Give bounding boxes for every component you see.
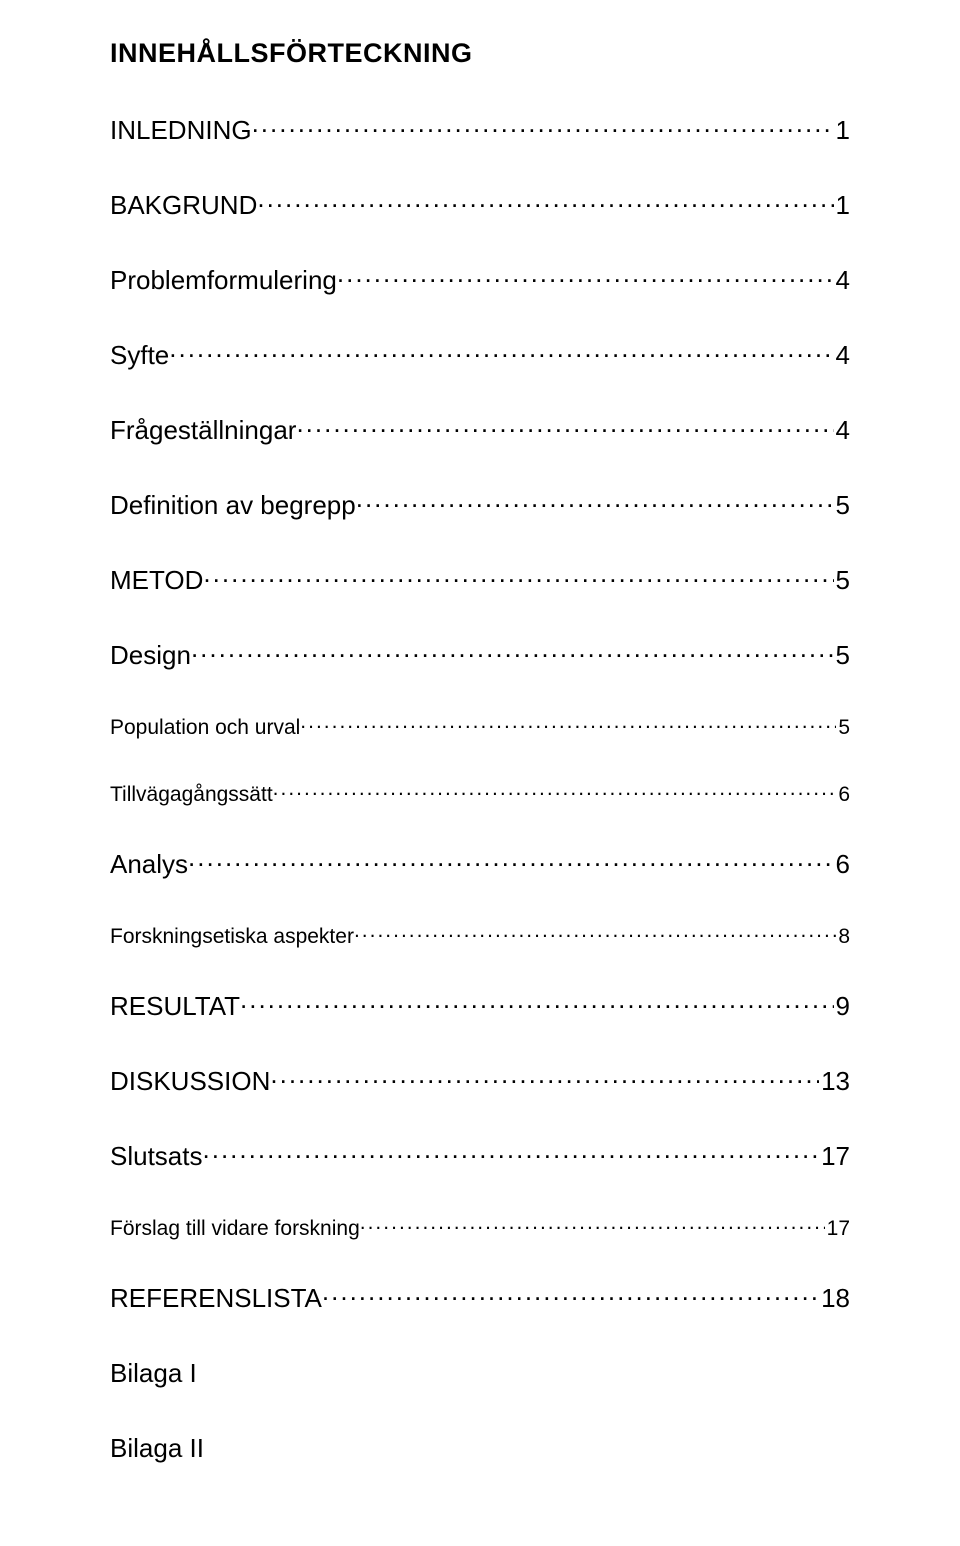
toc-leader-dots	[300, 713, 836, 734]
toc-entry-label: INLEDNING	[110, 115, 252, 146]
toc-entry-label: Förslag till vidare forskning	[110, 1217, 360, 1241]
toc-entry: METOD 5	[110, 563, 850, 596]
toc-entry: Design 5	[110, 638, 850, 671]
toc-entry-page: 5	[834, 565, 850, 596]
toc-entry: Bilaga II	[110, 1431, 850, 1464]
toc-entry-label: Bilaga I	[110, 1358, 197, 1389]
toc-leader-dots	[273, 780, 837, 801]
toc-entry-page: 17	[819, 1141, 850, 1172]
toc-entry-label: Forskningsetiska aspekter	[110, 925, 354, 949]
toc-leader-dots	[191, 638, 834, 664]
toc-entry: REFERENSLISTA 18	[110, 1281, 850, 1314]
toc-entry: Analys 6	[110, 847, 850, 880]
toc-entry: Frågeställningar 4	[110, 413, 850, 446]
toc-entry-page: 1	[834, 190, 850, 221]
toc-entry-page: 4	[834, 265, 850, 296]
toc-leader-dots	[337, 263, 834, 289]
toc-entry-label: Design	[110, 640, 191, 671]
toc-entry-label: RESULTAT	[110, 991, 240, 1022]
toc-entry-page: 4	[834, 340, 850, 371]
toc-entry: Definition av begrepp 5	[110, 488, 850, 521]
toc-entry-page: 9	[834, 991, 850, 1022]
toc-entry: Tillvägagångssätt 6	[110, 780, 850, 807]
toc-entry-label: Population och urval	[110, 716, 300, 740]
toc-leader-dots	[322, 1281, 819, 1307]
toc-entry-page: 8	[836, 925, 850, 949]
toc-leader-dots	[203, 1139, 820, 1165]
toc-entry-label: Slutsats	[110, 1141, 203, 1172]
toc-entry-page: 17	[825, 1217, 850, 1241]
toc-entry: Population och urval 5	[110, 713, 850, 740]
toc-entry-page: 18	[819, 1283, 850, 1314]
toc-entry-label: METOD	[110, 565, 203, 596]
toc-entry-label: Analys	[110, 849, 188, 880]
toc-entry: DISKUSSION 13	[110, 1064, 850, 1097]
toc-leader-dots	[354, 922, 836, 943]
toc-entry-page: 6	[836, 783, 850, 807]
toc-title: INNEHÅLLSFÖRTECKNING	[110, 38, 850, 69]
toc-leader-dots	[204, 1431, 848, 1457]
toc-leader-dots	[252, 113, 834, 139]
toc-entry-label: DISKUSSION	[110, 1066, 270, 1097]
toc-entry-label: Problemformulering	[110, 265, 337, 296]
toc-entry: Förslag till vidare forskning 17	[110, 1214, 850, 1241]
toc-leader-dots	[360, 1214, 825, 1235]
toc-entry-label: BAKGRUND	[110, 190, 257, 221]
toc-leader-dots	[203, 563, 833, 589]
toc-entry-label: Definition av begrepp	[110, 490, 356, 521]
toc-leader-dots	[169, 338, 833, 364]
toc-leader-dots	[240, 989, 834, 1015]
toc-entry-page: 5	[834, 640, 850, 671]
toc-leader-dots	[197, 1356, 848, 1382]
toc-entry: Problemformulering 4	[110, 263, 850, 296]
toc-entry: Forskningsetiska aspekter 8	[110, 922, 850, 949]
toc-entry-label: Tillvägagångssätt	[110, 783, 273, 807]
toc-entry-label: Frågeställningar	[110, 415, 296, 446]
toc-leader-dots	[188, 847, 833, 873]
toc-entry-page: 1	[834, 115, 850, 146]
toc-entry: BAKGRUND 1	[110, 188, 850, 221]
toc-leader-dots	[257, 188, 833, 214]
toc-entry-page: 13	[819, 1066, 850, 1097]
toc-entry-page: 4	[834, 415, 850, 446]
toc-leader-dots	[296, 413, 833, 439]
toc-entry: Syfte 4	[110, 338, 850, 371]
toc-leader-dots	[356, 488, 834, 514]
toc-entry: INLEDNING 1	[110, 113, 850, 146]
toc-entry: Bilaga I	[110, 1356, 850, 1389]
toc-entry-page: 6	[834, 849, 850, 880]
toc-list: INLEDNING1BAKGRUND1Problemformulering4Sy…	[110, 113, 850, 1464]
toc-entry-page: 5	[836, 716, 850, 740]
toc-entry-label: Bilaga II	[110, 1433, 204, 1464]
toc-entry: Slutsats 17	[110, 1139, 850, 1172]
toc-entry-page: 5	[834, 490, 850, 521]
toc-entry-label: REFERENSLISTA	[110, 1283, 322, 1314]
toc-leader-dots	[270, 1064, 819, 1090]
toc-entry-label: Syfte	[110, 340, 169, 371]
toc-entry: RESULTAT 9	[110, 989, 850, 1022]
